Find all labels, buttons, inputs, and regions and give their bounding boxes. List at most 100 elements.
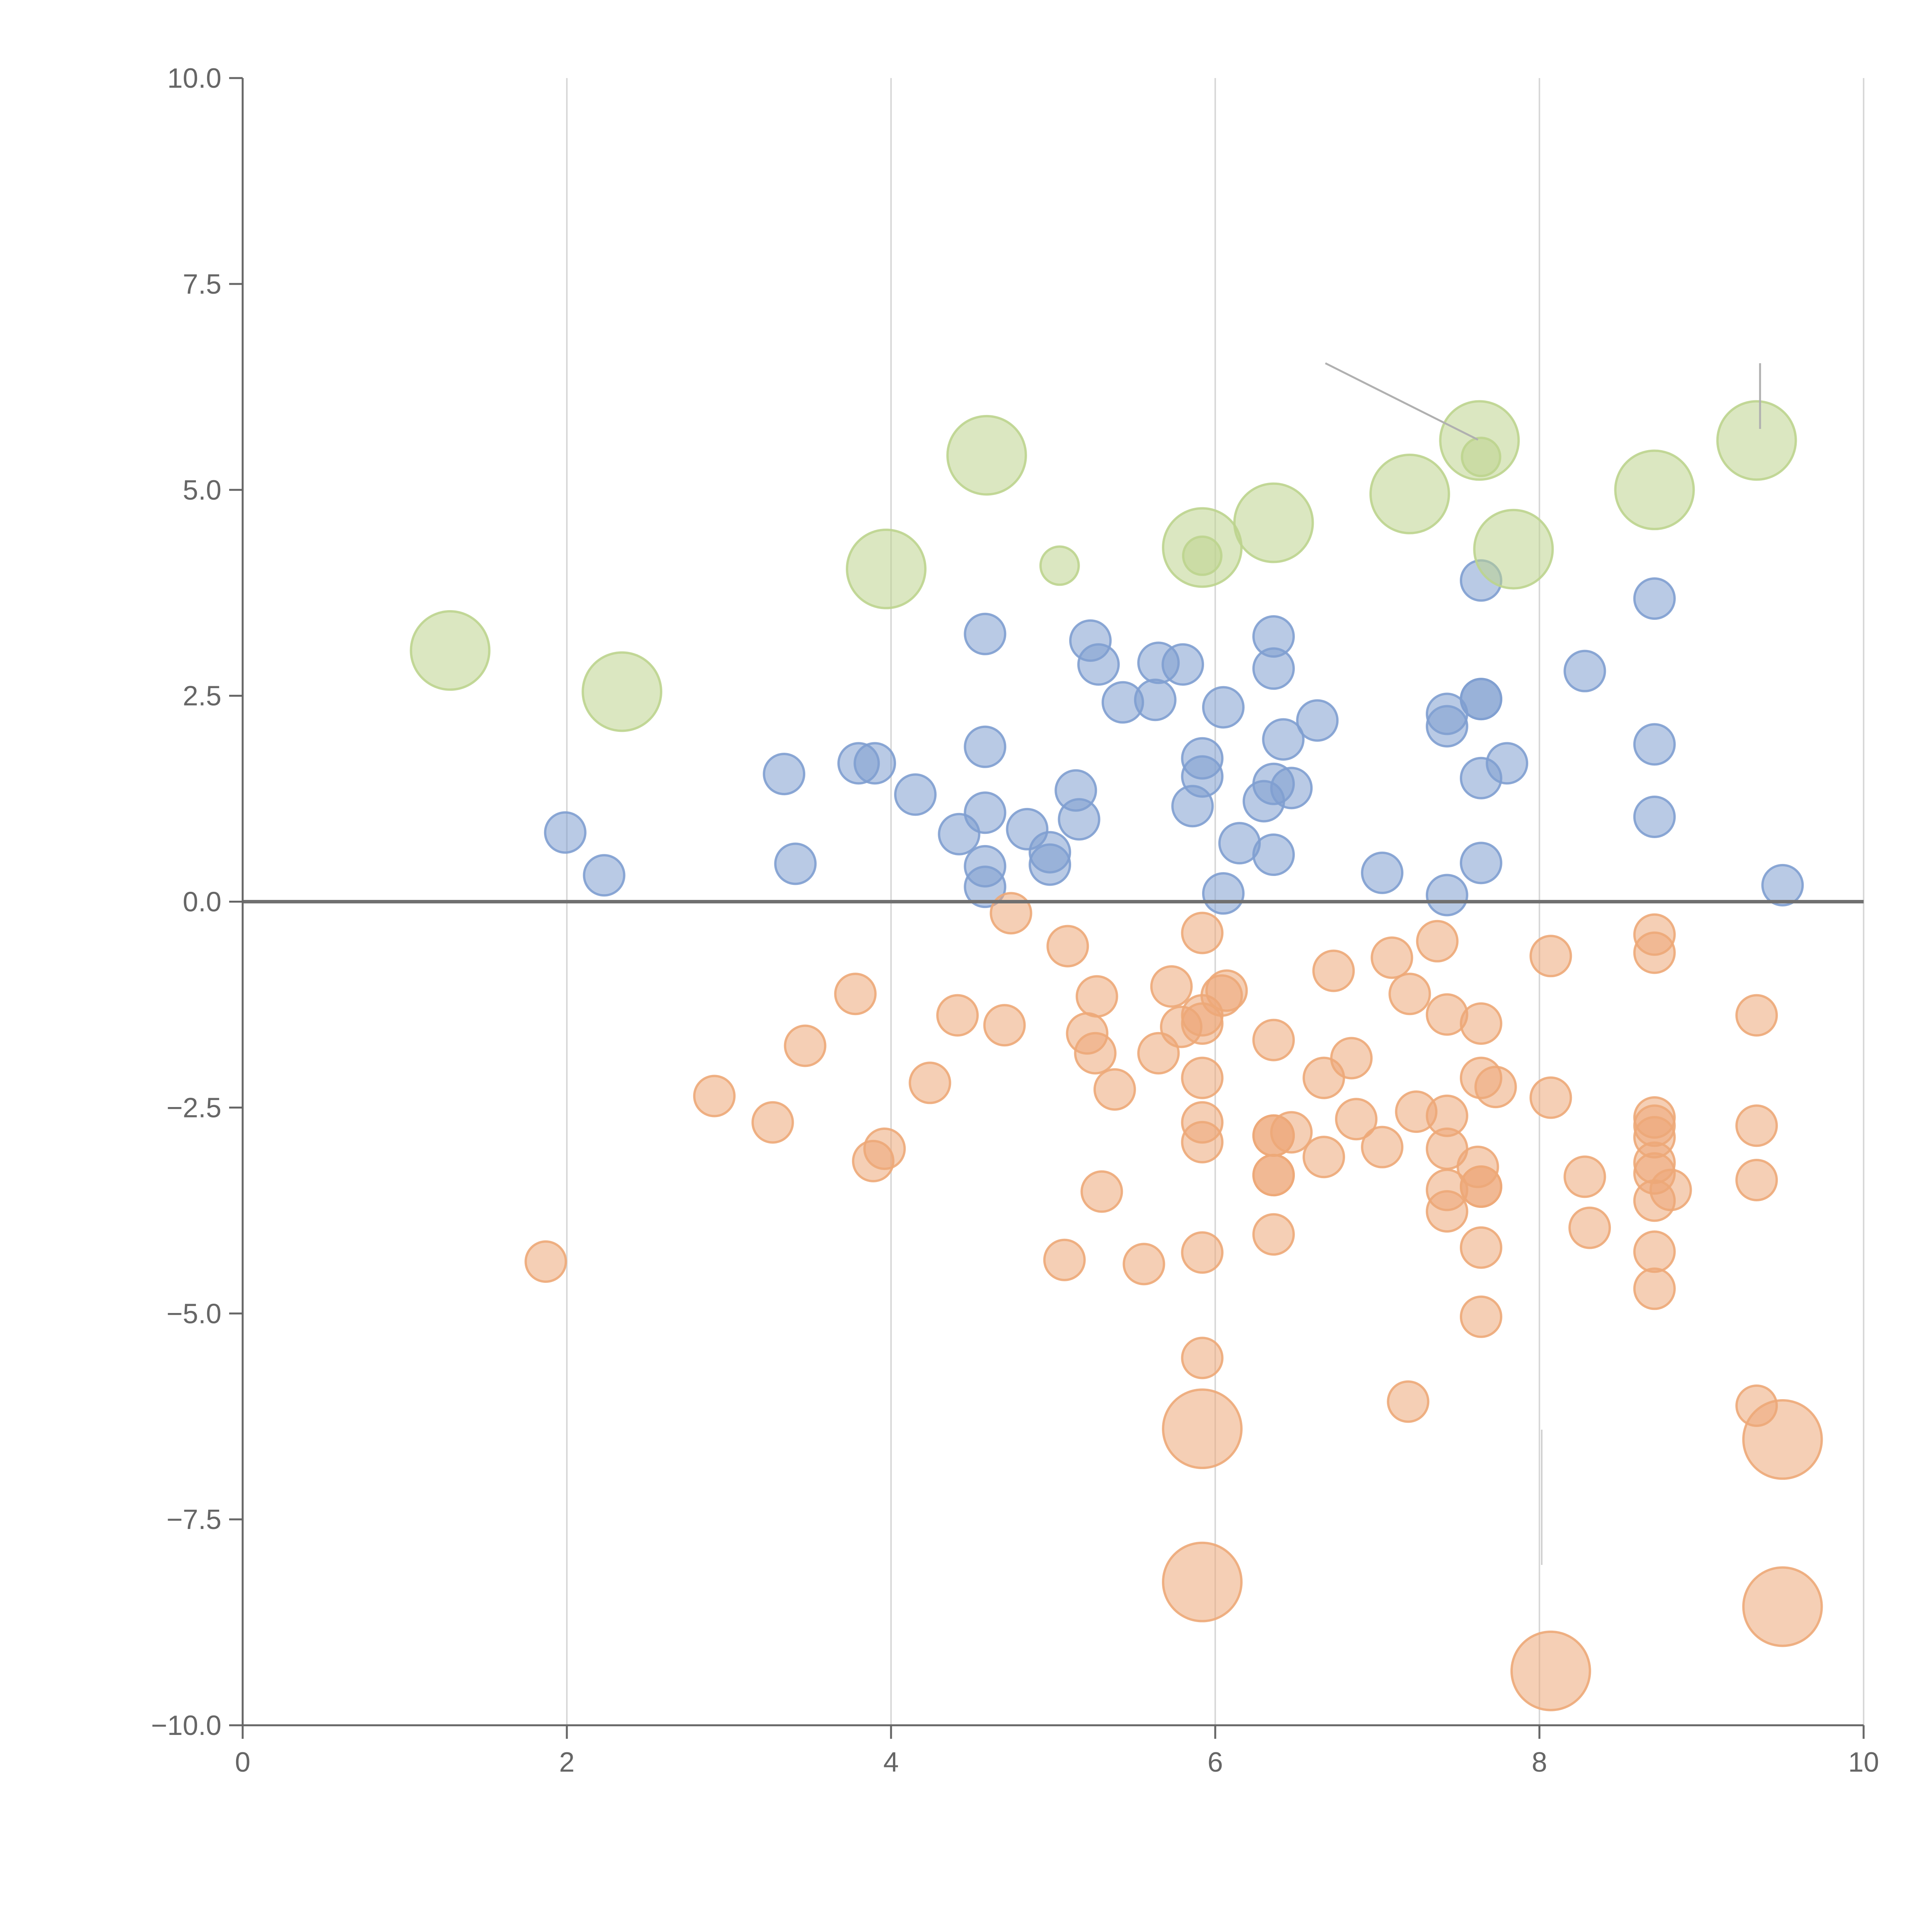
data-point-negative	[1649, 1168, 1692, 1211]
data-point-positive	[964, 866, 1007, 908]
data-point-negative	[908, 1061, 951, 1104]
data-point-positive	[1029, 843, 1071, 886]
data-point-large-negative	[1510, 1630, 1591, 1711]
data-point-positive	[1252, 647, 1295, 690]
data-point-large-positive	[410, 610, 491, 691]
data-point-positive	[964, 791, 1007, 834]
data-point-positive	[854, 742, 896, 785]
data-point-positive	[1162, 643, 1204, 686]
data-point-negative	[990, 892, 1032, 935]
data-point-positive	[1633, 577, 1676, 620]
data-point-negative	[1387, 1380, 1430, 1423]
data-point-negative	[1388, 973, 1431, 1015]
data-point-negative	[524, 1240, 567, 1283]
data-point-positive	[1296, 699, 1339, 742]
x-tick-label: 8	[1532, 1747, 1547, 1778]
data-point-large-positive	[1473, 509, 1554, 590]
data-point-negative	[1093, 1068, 1136, 1111]
data-point-negative	[1425, 1190, 1468, 1233]
callout-lines	[1325, 362, 1761, 1565]
data-point-negative	[1459, 1295, 1502, 1338]
data-point-positive	[1252, 833, 1295, 876]
data-point-positive	[1459, 678, 1502, 721]
data-point-negative	[1252, 1154, 1295, 1197]
data-point-large-positive	[846, 528, 927, 609]
data-point-positive	[1361, 851, 1404, 894]
data-point-positive	[1633, 795, 1676, 838]
data-point-positive	[1202, 872, 1245, 915]
data-points	[410, 400, 1823, 1711]
data-point-negative	[1371, 936, 1413, 979]
data-point-positive	[964, 612, 1007, 655]
data-point-positive	[1563, 650, 1606, 692]
data-point-negative	[1181, 1337, 1224, 1379]
data-point-large-positive	[1614, 449, 1695, 531]
data-point-negative	[1459, 1002, 1502, 1045]
data-point-negative	[1181, 912, 1224, 954]
data-point-negative	[1205, 969, 1248, 1012]
y-tick-label: 5.0	[183, 475, 221, 506]
data-point-negative	[1474, 1066, 1517, 1109]
data-point-negative	[1080, 1170, 1123, 1213]
y-tick-label: −5.0	[167, 1298, 221, 1329]
data-point-negative	[1330, 1037, 1373, 1080]
data-point-positive	[1425, 874, 1468, 917]
y-tick-label: −7.5	[167, 1504, 221, 1535]
data-point-positive	[964, 725, 1007, 768]
data-point-negative	[834, 973, 877, 1015]
data-point-negative	[1270, 1111, 1313, 1154]
data-point-negative	[693, 1075, 736, 1117]
data-point-negative	[1043, 1238, 1086, 1281]
data-point-negative	[1529, 1076, 1572, 1119]
x-tick-label: 0	[235, 1747, 250, 1778]
data-point-negative	[1735, 1158, 1778, 1201]
data-point-positive	[1058, 798, 1100, 841]
data-point-negative	[1633, 1267, 1676, 1310]
data-point-negative	[1529, 935, 1572, 978]
data-point-positive	[544, 811, 587, 854]
data-point-large-positive	[1233, 482, 1314, 563]
data-point-negative	[1312, 949, 1355, 992]
data-point-large-negative	[1162, 1541, 1243, 1622]
data-point-negative	[1735, 994, 1778, 1037]
data-point-positive	[774, 842, 817, 885]
data-point-large-positive	[1716, 400, 1797, 481]
data-point-negative	[1181, 1231, 1224, 1274]
y-tick-label: −10.0	[151, 1710, 221, 1741]
data-point-negative	[1150, 965, 1193, 1008]
data-point-positive	[1202, 686, 1245, 729]
data-point-positive	[1077, 643, 1120, 686]
data-point-negative	[863, 1127, 906, 1170]
data-point-negative	[1459, 1226, 1502, 1269]
data-point-negative	[1735, 1104, 1778, 1147]
x-tick-label: 10	[1848, 1747, 1879, 1778]
data-point-negative	[1075, 975, 1118, 1018]
data-point-negative	[1563, 1155, 1606, 1198]
data-point-positive	[583, 854, 626, 897]
data-point-negative	[1416, 920, 1459, 963]
data-point-negative	[1361, 1126, 1404, 1168]
data-point-negative	[1046, 925, 1089, 968]
data-point-positive	[763, 753, 806, 796]
data-point-negative	[1122, 1243, 1165, 1286]
data-point-negative	[1252, 1019, 1295, 1061]
data-point-negative	[1181, 1056, 1224, 1099]
y-tick-label: 2.5	[183, 681, 221, 712]
data-point-large-negative	[1162, 1388, 1243, 1469]
data-point-negative	[784, 1024, 827, 1067]
x-tick-label: 6	[1208, 1747, 1223, 1778]
data-point-large-positive	[946, 415, 1027, 496]
data-point-positive	[1761, 864, 1804, 906]
data-point-negative	[1181, 1121, 1224, 1163]
data-point-positive	[1633, 723, 1676, 766]
data-point-negative	[1633, 931, 1676, 974]
data-point-positive	[894, 773, 937, 816]
data-point-positive	[1270, 767, 1313, 810]
data-point-negative	[936, 994, 979, 1037]
data-point-positive	[1425, 705, 1468, 748]
data-point-large-negative	[1742, 1566, 1823, 1647]
data-point-negative	[1252, 1213, 1295, 1256]
data-point-positive	[1134, 679, 1177, 721]
y-tick-label: 10.0	[167, 63, 221, 94]
